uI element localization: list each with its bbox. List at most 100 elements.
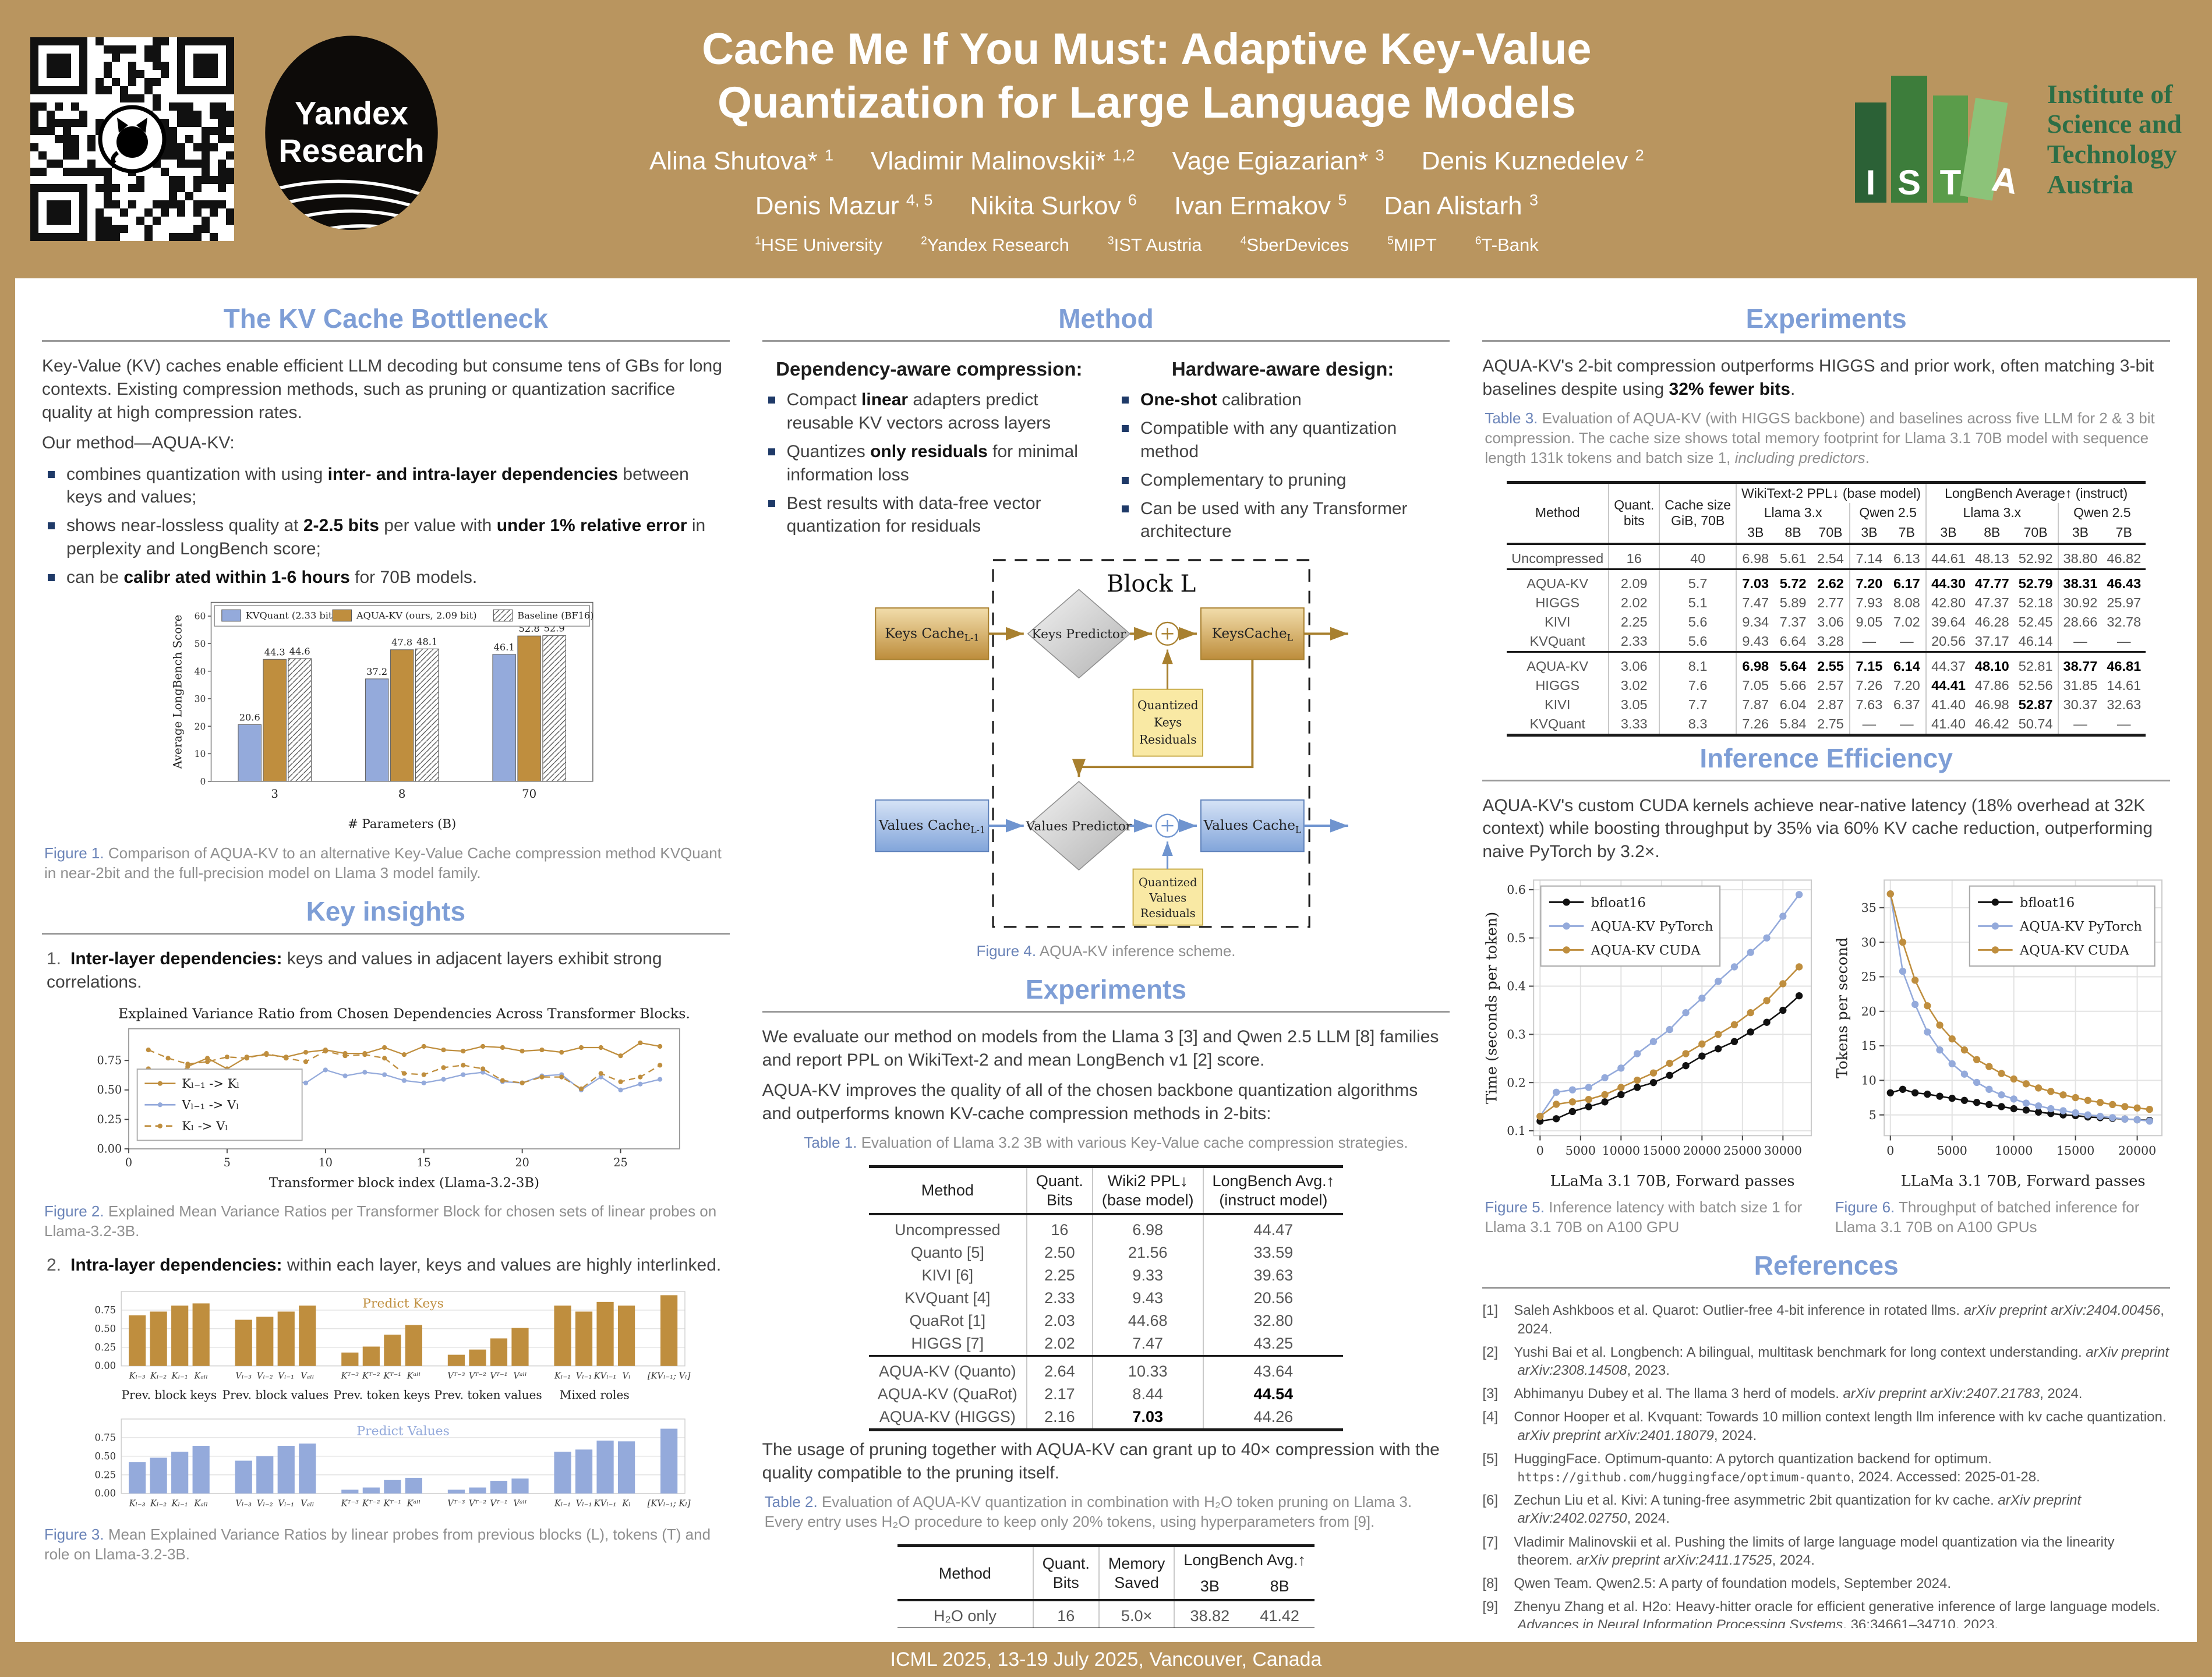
table-cell: 32.80 [1202,1310,1344,1333]
yandex-research-logo: Yandex Research [260,31,443,247]
affiliation: 4SberDevices [1240,235,1349,256]
table-cell: 2.33 [1026,1287,1093,1310]
table-cell: 20.56 [1925,631,1970,652]
fig3-panel-svg: 0.00 0.25 0.50 0.75 Predict Keys Kₗ₋₃ Kₗ₋₂ Kₗ₋₁… [95,1291,691,1402]
svg-text:0.6: 0.6 [1507,883,1527,897]
rule [762,1011,1450,1013]
svg-text:Vₗ: Vₗ [623,1371,631,1381]
svg-text:15000: 15000 [1643,1144,1681,1158]
svg-text:5000: 5000 [1937,1144,1967,1158]
table-cell: 3.06 [1817,614,1844,629]
table-cell: 2.64 [1026,1355,1093,1384]
keys-cache-out-box [1200,607,1305,660]
table-cell: 52.45 [2018,614,2053,629]
svg-text:Vₗ₋₂: Vₗ₋₂ [257,1371,273,1381]
table-cell: AQUA-KV (HIGGS) [879,1408,1016,1426]
svg-text:5000: 5000 [1566,1144,1596,1158]
svg-text:0.00: 0.00 [95,1361,116,1372]
paragraph: Our method—AQUA-KV: [42,433,235,452]
table-cell: 7.15 [1849,650,1888,676]
svg-text:20.6: 20.6 [239,712,260,723]
table-cell: 50.74 [2018,716,2053,731]
ista-name: Institute of Science and Technology Aust… [2047,79,2182,199]
svg-text:10: 10 [195,749,206,759]
bullet-item: Compatible with any quantization method [1116,417,1450,464]
author: Denis Kuznedelev 2 [1421,146,1644,175]
svg-text:Vₗ₋₁: Vₗ₋₁ [576,1499,592,1509]
svg-text:15: 15 [1861,1039,1876,1053]
table-cell: 3.28 [1817,633,1844,649]
insight-number: 1. [47,949,62,969]
fig6-svg: 5 10 15 20 25 30 35 0 5000 10000 15000 20000 LLaMa 3… [1833,879,2162,1190]
table-cell: 7.37 [1779,614,1807,629]
quant-values-line1: Quantized [1139,876,1197,889]
yandex-logo-svg: Yandex Research [265,36,438,230]
svg-text:0.50: 0.50 [95,1324,116,1335]
svg-text:Time (seconds per token): Time (seconds per token) [1483,912,1501,1104]
table-cell: KIVI [1544,614,1571,629]
ista-letter-t: T [1939,163,1961,202]
table-cell: 5.72 [1774,568,1812,593]
column-header: 8B [1984,524,2001,540]
table-cell: 5.66 [1779,677,1807,693]
svg-text:20000: 20000 [2118,1144,2156,1158]
svg-text:Kᵃˡˡ: Kᵃˡˡ [407,1371,421,1381]
table-cell: 7.26 [1736,714,1775,735]
table-cell: 8.1 [1659,650,1737,676]
author: Nikita Surkov 6 [970,190,1137,221]
block-l-dashed-border [992,559,1310,928]
svg-text:Prev. block keys: Prev. block keys [122,1388,217,1402]
table-cell: 3.02 [1608,675,1660,695]
figures-5-6-row: 0.1 0.2 0.3 0.4 0.5 0.6 0 5000 10000 15000 20000 25… [1482,871,2170,1250]
reference-item: [7] Vladimir Malinovskii et al. Pushing t… [1482,1534,2115,1568]
caption-text: Throughput of batched inference for Llam… [1835,1198,2140,1236]
data-table: Method Quant. Bits Memory Saved LongBench Avg… [897,1544,1315,1628]
insight-1: 1. Inter-layer dependencies: keys and val… [42,947,730,994]
table3-caption: Table 3. Evaluation of AQUA-KV (with HIG… [1485,408,2168,468]
table-cell: 46.98 [1974,696,2009,712]
table-cell: — [2116,633,2131,649]
quant-keys-line2: Keys [1154,716,1182,730]
svg-text:[KVₗ₋₁; Vₗ]: [KVₗ₋₁; Vₗ] [648,1371,691,1381]
rule [42,933,730,935]
table-cell: 9.43 [1091,1287,1203,1310]
fig2-svg: 0.00 0.25 0.50 0.75 0 5 10 15 20 25 Explained Vari… [97,1006,690,1191]
svg-text:10: 10 [319,1156,333,1169]
svg-text:LLaMa 3.1 70B, Forward passes: LLaMa 3.1 70B, Forward passes [1900,1173,2145,1190]
column-header: Memory Saved [1098,1545,1175,1601]
table1-caption: Table 1. Evaluation of Llama 3.2 3B with… [765,1133,1448,1152]
table-cell: AQUA-KV (Quanto) [868,1355,1027,1384]
svg-text:30: 30 [195,694,206,705]
svg-text:Transformer block index (Llama: Transformer block index (Llama-3.2-3B) [269,1176,539,1191]
table-cell: 8.3 [1659,714,1737,735]
caption-label: Figure 6. [1835,1198,1895,1216]
table-row: Quanto [5] 2.50 21.56 33.59 [869,1241,1344,1265]
hardware-aware-heading: Hardware-aware design: [1171,358,1394,380]
table-cell: 7.20 [1893,677,1920,693]
caption-label: Figure 3. [44,1525,104,1543]
column-header: Method [938,1564,991,1582]
table-cell: 7.47 [1736,593,1775,613]
keys-cache-in-box [875,607,990,660]
table-cell: 52.92 [2013,542,2058,569]
svg-text:25000: 25000 [1724,1144,1762,1158]
table-cell: 6.13 [1888,542,1927,569]
svg-text:KVQuant (2.33 bit): KVQuant (2.33 bit) [246,610,336,621]
table-cell: 44.41 [1925,675,1970,695]
table-cell: 2.57 [1817,677,1844,693]
svg-text:Kᵀ⁻¹: Kᵀ⁻¹ [383,1371,402,1381]
column-header: Qwen 2.5 [2057,503,2146,523]
caption-label: Figure 2. [44,1202,104,1220]
table-cell: 7.7 [1659,695,1737,714]
svg-text:15000: 15000 [2056,1144,2094,1158]
ista-letter-s: S [1897,163,1921,202]
svg-text:Vₗ₋₁ -> Vₗ: Vₗ₋₁ -> Vₗ [182,1098,239,1112]
table-cell: 52.87 [2018,696,2053,712]
figure4-caption: Figure 4. AQUA-KV inference scheme. [765,941,1448,961]
affiliation: 5MIPT [1387,235,1437,256]
caption-text: Inference latency with batch size 1 for … [1485,1198,1803,1236]
svg-text:AQUA-KV PyTorch: AQUA-KV PyTorch [1591,919,1713,935]
table-cell: 46.42 [1974,716,2009,731]
figure3-caption: Figure 3. Mean Explained Variance Ratios… [44,1524,727,1565]
table-cell: — [1900,716,1914,731]
